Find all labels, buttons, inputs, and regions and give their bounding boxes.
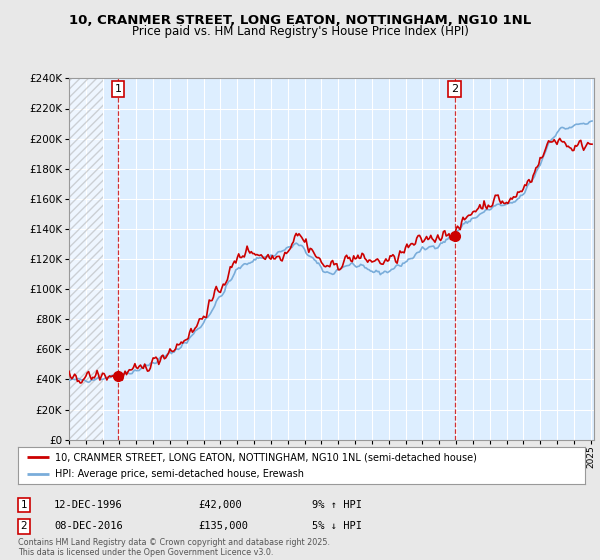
Text: Price paid vs. HM Land Registry's House Price Index (HPI): Price paid vs. HM Land Registry's House … bbox=[131, 25, 469, 38]
Polygon shape bbox=[69, 78, 103, 440]
Text: 2: 2 bbox=[20, 521, 28, 531]
Text: 9% ↑ HPI: 9% ↑ HPI bbox=[312, 500, 362, 510]
Text: 10, CRANMER STREET, LONG EATON, NOTTINGHAM, NG10 1NL: 10, CRANMER STREET, LONG EATON, NOTTINGH… bbox=[69, 14, 531, 27]
Text: 5% ↓ HPI: 5% ↓ HPI bbox=[312, 521, 362, 531]
Text: Contains HM Land Registry data © Crown copyright and database right 2025.
This d: Contains HM Land Registry data © Crown c… bbox=[18, 538, 330, 557]
Text: £135,000: £135,000 bbox=[198, 521, 248, 531]
Text: 08-DEC-2016: 08-DEC-2016 bbox=[54, 521, 123, 531]
Text: 10, CRANMER STREET, LONG EATON, NOTTINGHAM, NG10 1NL (semi-detached house): 10, CRANMER STREET, LONG EATON, NOTTINGH… bbox=[55, 452, 477, 462]
Text: 1: 1 bbox=[20, 500, 28, 510]
Text: £42,000: £42,000 bbox=[198, 500, 242, 510]
Text: 1: 1 bbox=[115, 84, 122, 94]
Text: HPI: Average price, semi-detached house, Erewash: HPI: Average price, semi-detached house,… bbox=[55, 469, 304, 479]
Text: 12-DEC-1996: 12-DEC-1996 bbox=[54, 500, 123, 510]
Text: 2: 2 bbox=[451, 84, 458, 94]
